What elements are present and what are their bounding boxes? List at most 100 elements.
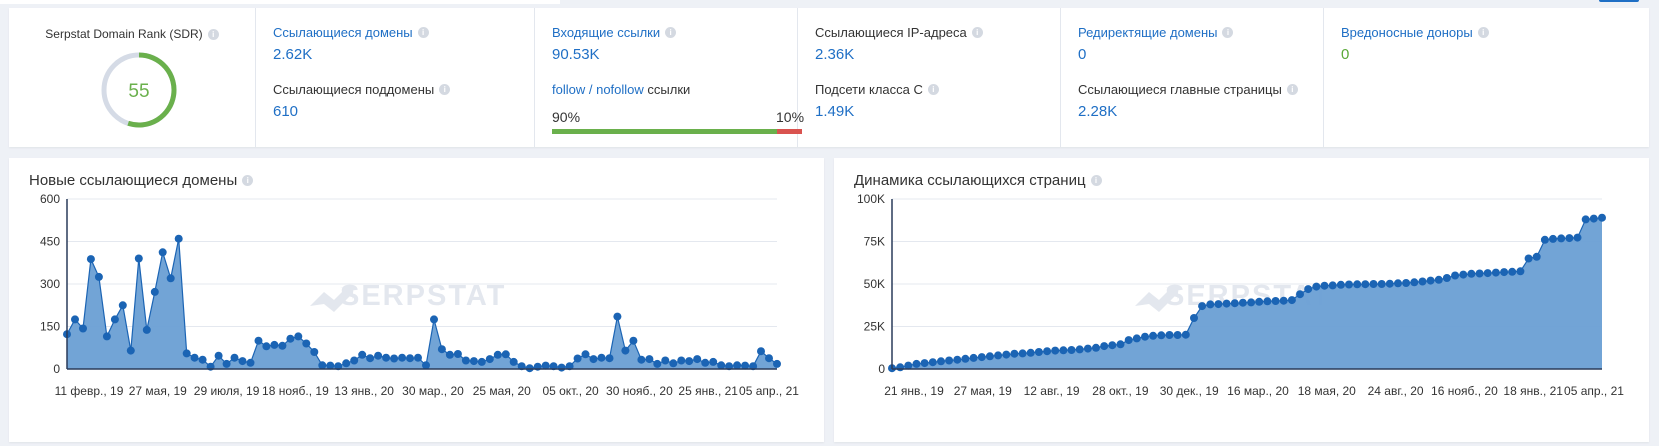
malicious-donors-label[interactable]: Вредоносные доноры — [1341, 25, 1473, 40]
data-point — [1442, 274, 1451, 282]
data-point — [1581, 215, 1590, 224]
data-point — [677, 356, 686, 365]
inbound-links-link[interactable]: Входящие ссылки i — [552, 25, 677, 40]
redirect-domains-metric: Редиректящие домены i 0 — [1078, 25, 1234, 63]
data-point — [1059, 346, 1068, 355]
data-point — [1230, 299, 1239, 308]
serpstat-watermark: SERPSTAT — [310, 280, 504, 312]
referring-domains-label[interactable]: Ссылающиеся домены — [273, 25, 413, 40]
pages-dynamics-panel: SERPSTAT 100K 75K 50K 25K 0 21 янв., 19 27 мая,… — [834, 158, 1649, 442]
data-point — [645, 355, 654, 364]
inbound-links-label[interactable]: Входящие ссылки — [552, 25, 661, 40]
new-domains-chart: SERPSTAT 600 450 300 150 0 11 февр., 19 27 мая,… — [40, 192, 799, 398]
x-tick-label: 25 янв., 21 — [678, 384, 738, 398]
data-point — [1500, 268, 1509, 277]
x-tick-label: 30 мар., 20 — [402, 384, 464, 398]
header-button-fragment[interactable] — [1599, 0, 1639, 2]
info-icon[interactable]: i — [1477, 27, 1489, 38]
data-point — [613, 312, 622, 321]
data-point — [1467, 269, 1476, 278]
data-point — [1279, 296, 1288, 305]
data-point — [1108, 341, 1117, 350]
new-domains-panel: SERPSTAT 600 450 300 150 0 11 февр., 19 27 мая,… — [9, 158, 824, 442]
data-point — [589, 355, 598, 364]
new-domains-title: Новые ссылающиеся домены — [29, 172, 238, 189]
inbound-links-column: Входящие ссылки i 90.53K follow / nofollo… — [535, 8, 804, 147]
info-icon[interactable]: i — [1222, 27, 1234, 38]
series-area — [892, 217, 1602, 369]
data-point — [1328, 281, 1337, 290]
data-point — [969, 353, 978, 362]
data-point — [246, 358, 255, 367]
x-tick-label: 28 окт., 19 — [1092, 384, 1149, 398]
data-point — [1394, 279, 1402, 288]
info-icon[interactable]: i — [971, 27, 983, 38]
referring-domains-link[interactable]: Ссылающиеся домены i — [273, 25, 429, 40]
data-point — [1312, 282, 1321, 291]
info-icon[interactable]: i — [242, 175, 254, 186]
data-point — [422, 361, 430, 370]
malicious-donors-link[interactable]: Вредоносные доноры i — [1341, 25, 1489, 40]
data-point — [501, 350, 510, 359]
data-point — [86, 255, 95, 264]
data-point — [222, 359, 231, 368]
data-point — [557, 363, 566, 372]
info-icon[interactable]: i — [927, 84, 939, 95]
follow-nofollow-metric: follow / nofollow ссылки — [552, 82, 690, 97]
data-point — [1598, 213, 1606, 222]
data-point — [1222, 299, 1231, 308]
data-point — [1508, 267, 1517, 276]
main-pages-metric: Ссылающиеся главные страницы i 2.28K — [1078, 82, 1298, 120]
data-point — [904, 361, 913, 370]
data-point — [326, 361, 335, 370]
data-point — [350, 356, 359, 365]
data-point — [701, 358, 710, 367]
y-tick-label: 600 — [40, 192, 60, 206]
subnets-label-row: Подсети класса С i — [815, 82, 939, 97]
sdr-label: Serpstat Domain Rank (SDR) — [45, 27, 203, 41]
pages-dynamics-title-row: Динамика ссылающихся страниц i — [854, 172, 1102, 189]
data-point — [1083, 344, 1092, 353]
nofollow-link[interactable]: nofollow — [596, 82, 644, 97]
info-icon[interactable]: i — [1090, 175, 1102, 186]
data-point — [945, 356, 954, 365]
data-point — [1247, 298, 1256, 307]
data-point — [920, 359, 929, 368]
x-tick-label: 05 апр., 21 — [739, 384, 799, 398]
redirect-domains-label[interactable]: Редиректящие домены — [1078, 25, 1218, 40]
x-tick-label: 16 мар., 20 — [1227, 384, 1289, 398]
data-point — [238, 357, 247, 366]
data-point — [1418, 277, 1427, 286]
info-icon[interactable]: i — [417, 27, 429, 38]
data-point — [912, 359, 921, 368]
info-icon[interactable]: i — [439, 84, 451, 95]
pages-dynamics-title: Динамика ссылающихся страниц — [854, 172, 1086, 189]
y-tick-label: 100K — [857, 192, 885, 206]
data-point — [773, 359, 781, 368]
data-point — [366, 354, 375, 363]
x-tick-label: 18 мая, 20 — [1298, 384, 1356, 398]
info-icon[interactable]: i — [665, 27, 677, 38]
data-point — [390, 354, 399, 363]
referring-ips-column: Ссылающиеся IP-адреса i 2.36K Подсети кла… — [798, 8, 1061, 147]
x-tick-label: 25 мая, 20 — [473, 384, 531, 398]
info-icon[interactable]: i — [207, 28, 219, 40]
data-point — [1402, 279, 1411, 287]
redirect-domains-value: 0 — [1078, 46, 1087, 63]
series-line — [891, 217, 1603, 369]
data-point — [1173, 331, 1182, 339]
data-point — [1206, 300, 1215, 309]
follow-link[interactable]: follow — [552, 82, 586, 97]
redirect-domains-link[interactable]: Редиректящие домены i — [1078, 25, 1234, 40]
data-point — [1377, 280, 1386, 288]
info-icon[interactable]: i — [1286, 84, 1298, 95]
data-point — [509, 357, 518, 366]
data-point — [286, 334, 295, 343]
data-point — [1524, 254, 1533, 263]
y-tick-label: 0 — [878, 362, 885, 376]
follow-separator: / — [585, 82, 597, 97]
data-point — [725, 362, 734, 371]
data-point — [342, 359, 351, 368]
data-point — [190, 353, 199, 362]
